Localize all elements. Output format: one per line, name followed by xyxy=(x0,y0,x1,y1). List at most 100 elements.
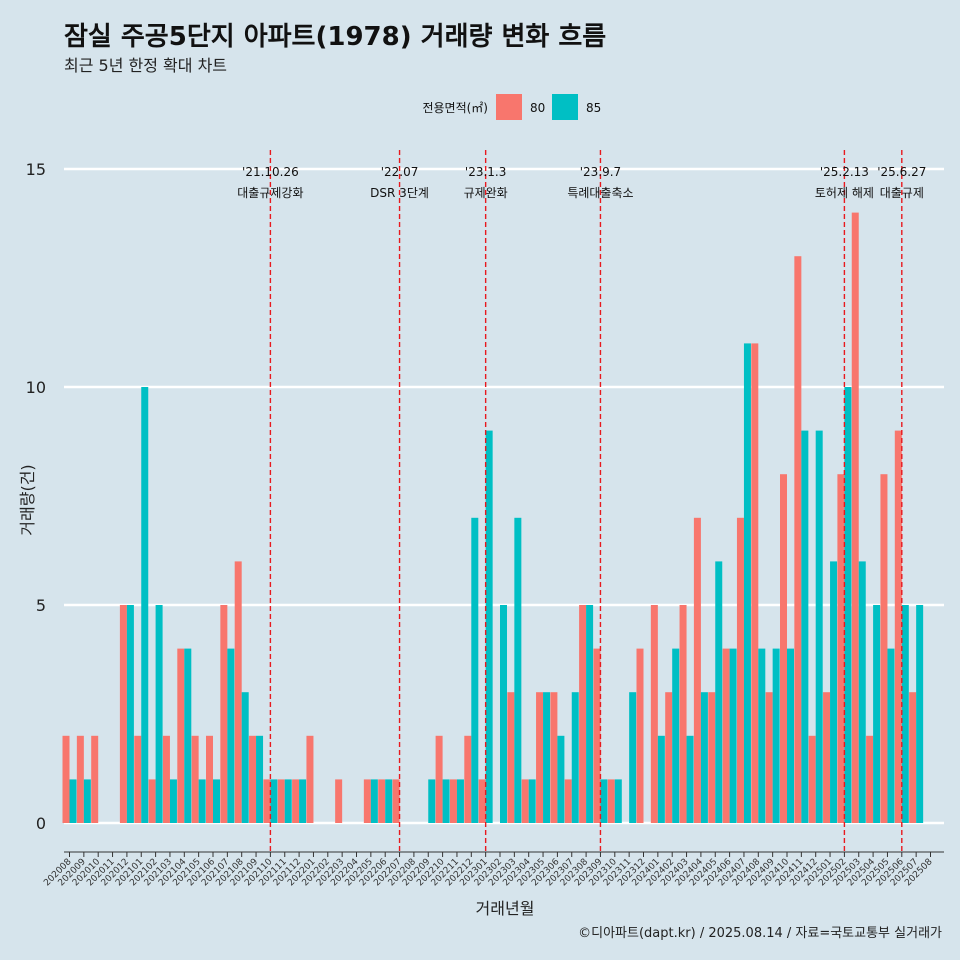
bar-80-202206 xyxy=(378,779,386,823)
x-axis-title: 거래년월 xyxy=(476,899,535,918)
bar-80-202501 xyxy=(823,692,831,823)
bars xyxy=(62,212,924,824)
bar-85-202212 xyxy=(471,517,479,823)
annotation-text: 대출규제 xyxy=(880,186,924,200)
y-tick-label: 15 xyxy=(26,160,46,179)
x-ticks: 2020082020092020102020112020122021012021… xyxy=(42,851,944,888)
bar-80-202506 xyxy=(894,430,902,823)
bar-80-202408 xyxy=(751,343,759,823)
bar-80-202306 xyxy=(550,692,558,823)
bar-85-202008 xyxy=(69,779,77,823)
bar-80-202108 xyxy=(234,561,242,823)
bar-85-202404 xyxy=(700,692,708,823)
bar-80-202104 xyxy=(177,648,185,823)
bar-80-202308 xyxy=(579,605,587,823)
bar-80-202310 xyxy=(607,779,615,823)
bar-85-202206 xyxy=(385,779,393,823)
legend-key-85 xyxy=(552,94,578,120)
bar-85-202502 xyxy=(844,387,852,823)
bar-85-202412 xyxy=(815,430,823,823)
bar-80-202111 xyxy=(277,779,285,823)
bar-80-202303 xyxy=(507,692,515,823)
bar-80-202312 xyxy=(636,648,644,823)
bar-80-202106 xyxy=(206,735,213,823)
bar-80-202109 xyxy=(249,735,257,823)
bar-85-202406 xyxy=(729,648,737,823)
annotation-text: DSR 3단계 xyxy=(370,186,429,200)
bar-85-202403 xyxy=(686,735,694,823)
annotation-text: 특례대출축소 xyxy=(567,186,633,200)
bar-85-202505 xyxy=(887,648,895,823)
annotation-date: '25.6.27 xyxy=(877,165,926,179)
bar-85-202307 xyxy=(571,692,579,823)
bar-80-202406 xyxy=(722,648,730,823)
bar-80-202507 xyxy=(909,692,917,823)
bar-80-202112 xyxy=(292,779,300,823)
bar-80-202207 xyxy=(392,779,400,823)
bar-85-202106 xyxy=(213,779,220,823)
bar-80-202212 xyxy=(464,735,472,823)
bar-85-202102 xyxy=(155,605,163,823)
bar-80-202008 xyxy=(62,735,70,823)
annotation-text: 대출규제강화 xyxy=(237,186,303,200)
bar-85-202306 xyxy=(557,735,565,823)
chart-subtitle: 최근 5년 한정 확대 차트 xyxy=(64,56,228,75)
bar-85-202211 xyxy=(456,779,464,823)
bar-80-202407 xyxy=(736,517,744,823)
bar-85-202105 xyxy=(198,779,206,823)
bar-85-202311 xyxy=(629,692,637,823)
bar-80-202012 xyxy=(119,605,127,823)
bar-80-202107 xyxy=(220,605,228,823)
legend-key-80 xyxy=(496,94,522,120)
bar-80-202404 xyxy=(693,517,701,823)
bar-85-202108 xyxy=(241,692,249,823)
bar-80-202502 xyxy=(837,474,845,823)
bar-85-202012 xyxy=(126,605,134,823)
bar-85-202407 xyxy=(743,343,751,823)
source-credit: ©디아파트(dapt.kr) / 2025.08.14 / 자료=국토교통부 실… xyxy=(578,926,942,941)
bar-85-202504 xyxy=(873,605,881,823)
annotation-text: 토허제 해제 xyxy=(815,186,874,200)
bar-85-202401 xyxy=(657,735,665,823)
bar-85-202109 xyxy=(256,735,264,823)
bar-85-202111 xyxy=(284,779,292,823)
bar-85-202303 xyxy=(514,517,522,823)
bar-85-202409 xyxy=(772,648,780,823)
legend: 전용면적(㎡) 80 85 xyxy=(422,94,601,120)
bar-80-202309 xyxy=(593,648,601,823)
bar-80-202101 xyxy=(134,735,142,823)
bar-85-202104 xyxy=(184,648,192,823)
y-tick-label: 10 xyxy=(26,378,46,397)
bar-80-202201 xyxy=(306,735,314,823)
bar-80-202307 xyxy=(564,779,572,823)
bar-85-202205 xyxy=(370,779,378,823)
bar-80-202412 xyxy=(808,735,816,823)
bar-85-202103 xyxy=(169,779,177,823)
bar-80-202301 xyxy=(478,779,486,823)
y-ticks: 0 5 10 15 xyxy=(26,160,46,833)
bar-80-202010 xyxy=(91,735,99,823)
bar-85-202309 xyxy=(600,779,608,823)
event-lines: '21.10.26 대출규제강화 '22.07 DSR 3단계 '23.1.3 규제완화 '… xyxy=(237,150,926,852)
bar-85-202112 xyxy=(299,779,307,823)
bar-85-202301 xyxy=(485,430,493,823)
bar-85-202304 xyxy=(528,779,536,823)
bar-80-202305 xyxy=(536,692,544,823)
bar-80-202009 xyxy=(76,735,84,823)
bar-85-202107 xyxy=(227,648,235,823)
bar-85-202503 xyxy=(858,561,866,823)
bar-85-202210 xyxy=(442,779,450,823)
bar-80-202203 xyxy=(335,779,343,823)
bar-85-202302 xyxy=(500,605,507,823)
legend-label-80: 80 xyxy=(530,101,545,115)
bar-80-202504 xyxy=(866,735,874,823)
bar-80-202105 xyxy=(191,735,199,823)
bar-80-202505 xyxy=(880,474,888,823)
annotation-date: '25.2.13 xyxy=(820,165,869,179)
bar-85-202101 xyxy=(141,387,149,823)
bar-85-202110 xyxy=(270,779,278,823)
y-tick-label: 0 xyxy=(36,814,46,833)
bar-80-202403 xyxy=(679,605,687,823)
bar-85-202310 xyxy=(614,779,622,823)
